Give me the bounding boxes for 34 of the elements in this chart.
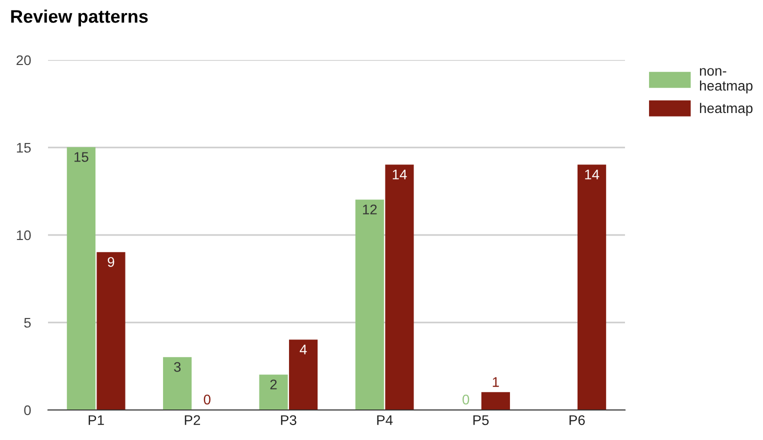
bar — [163, 357, 192, 410]
bar — [481, 392, 510, 410]
data-label: 14 — [585, 170, 600, 180]
y-tick-label: 0 — [24, 405, 31, 416]
data-label: 0 — [462, 394, 470, 404]
y-tick-label: 10 — [16, 230, 31, 240]
x-tick-label: P5 — [473, 415, 489, 426]
chart-title: Review patterns — [11, 10, 148, 26]
data-label: 15 — [74, 152, 88, 162]
data-label: 9 — [108, 257, 114, 267]
bar — [289, 340, 318, 410]
bar — [259, 374, 288, 410]
y-tick-label: 20 — [16, 55, 31, 66]
x-tick-label: P2 — [184, 415, 200, 425]
legend-label: non-heatmap — [700, 68, 753, 94]
bar — [385, 164, 414, 410]
y-tick-label: 5 — [24, 318, 31, 328]
x-tick-label: P3 — [281, 415, 296, 426]
data-label: 0 — [204, 394, 210, 404]
data-label: 1 — [492, 377, 499, 387]
bar — [66, 147, 96, 410]
bar — [578, 164, 606, 410]
data-label: 4 — [300, 344, 307, 354]
x-tick-label: P6 — [570, 415, 585, 426]
bar — [355, 200, 384, 410]
data-label: 3 — [174, 362, 181, 372]
bar — [96, 252, 126, 410]
data-label: 14 — [392, 170, 407, 180]
x-tick-label: P4 — [377, 415, 393, 425]
legend-label: heatmap — [700, 102, 753, 116]
data-label: 2 — [270, 380, 277, 390]
data-label: 12 — [363, 204, 377, 214]
x-tick-label: P1 — [88, 415, 104, 425]
y-tick-label: 15 — [16, 142, 31, 153]
